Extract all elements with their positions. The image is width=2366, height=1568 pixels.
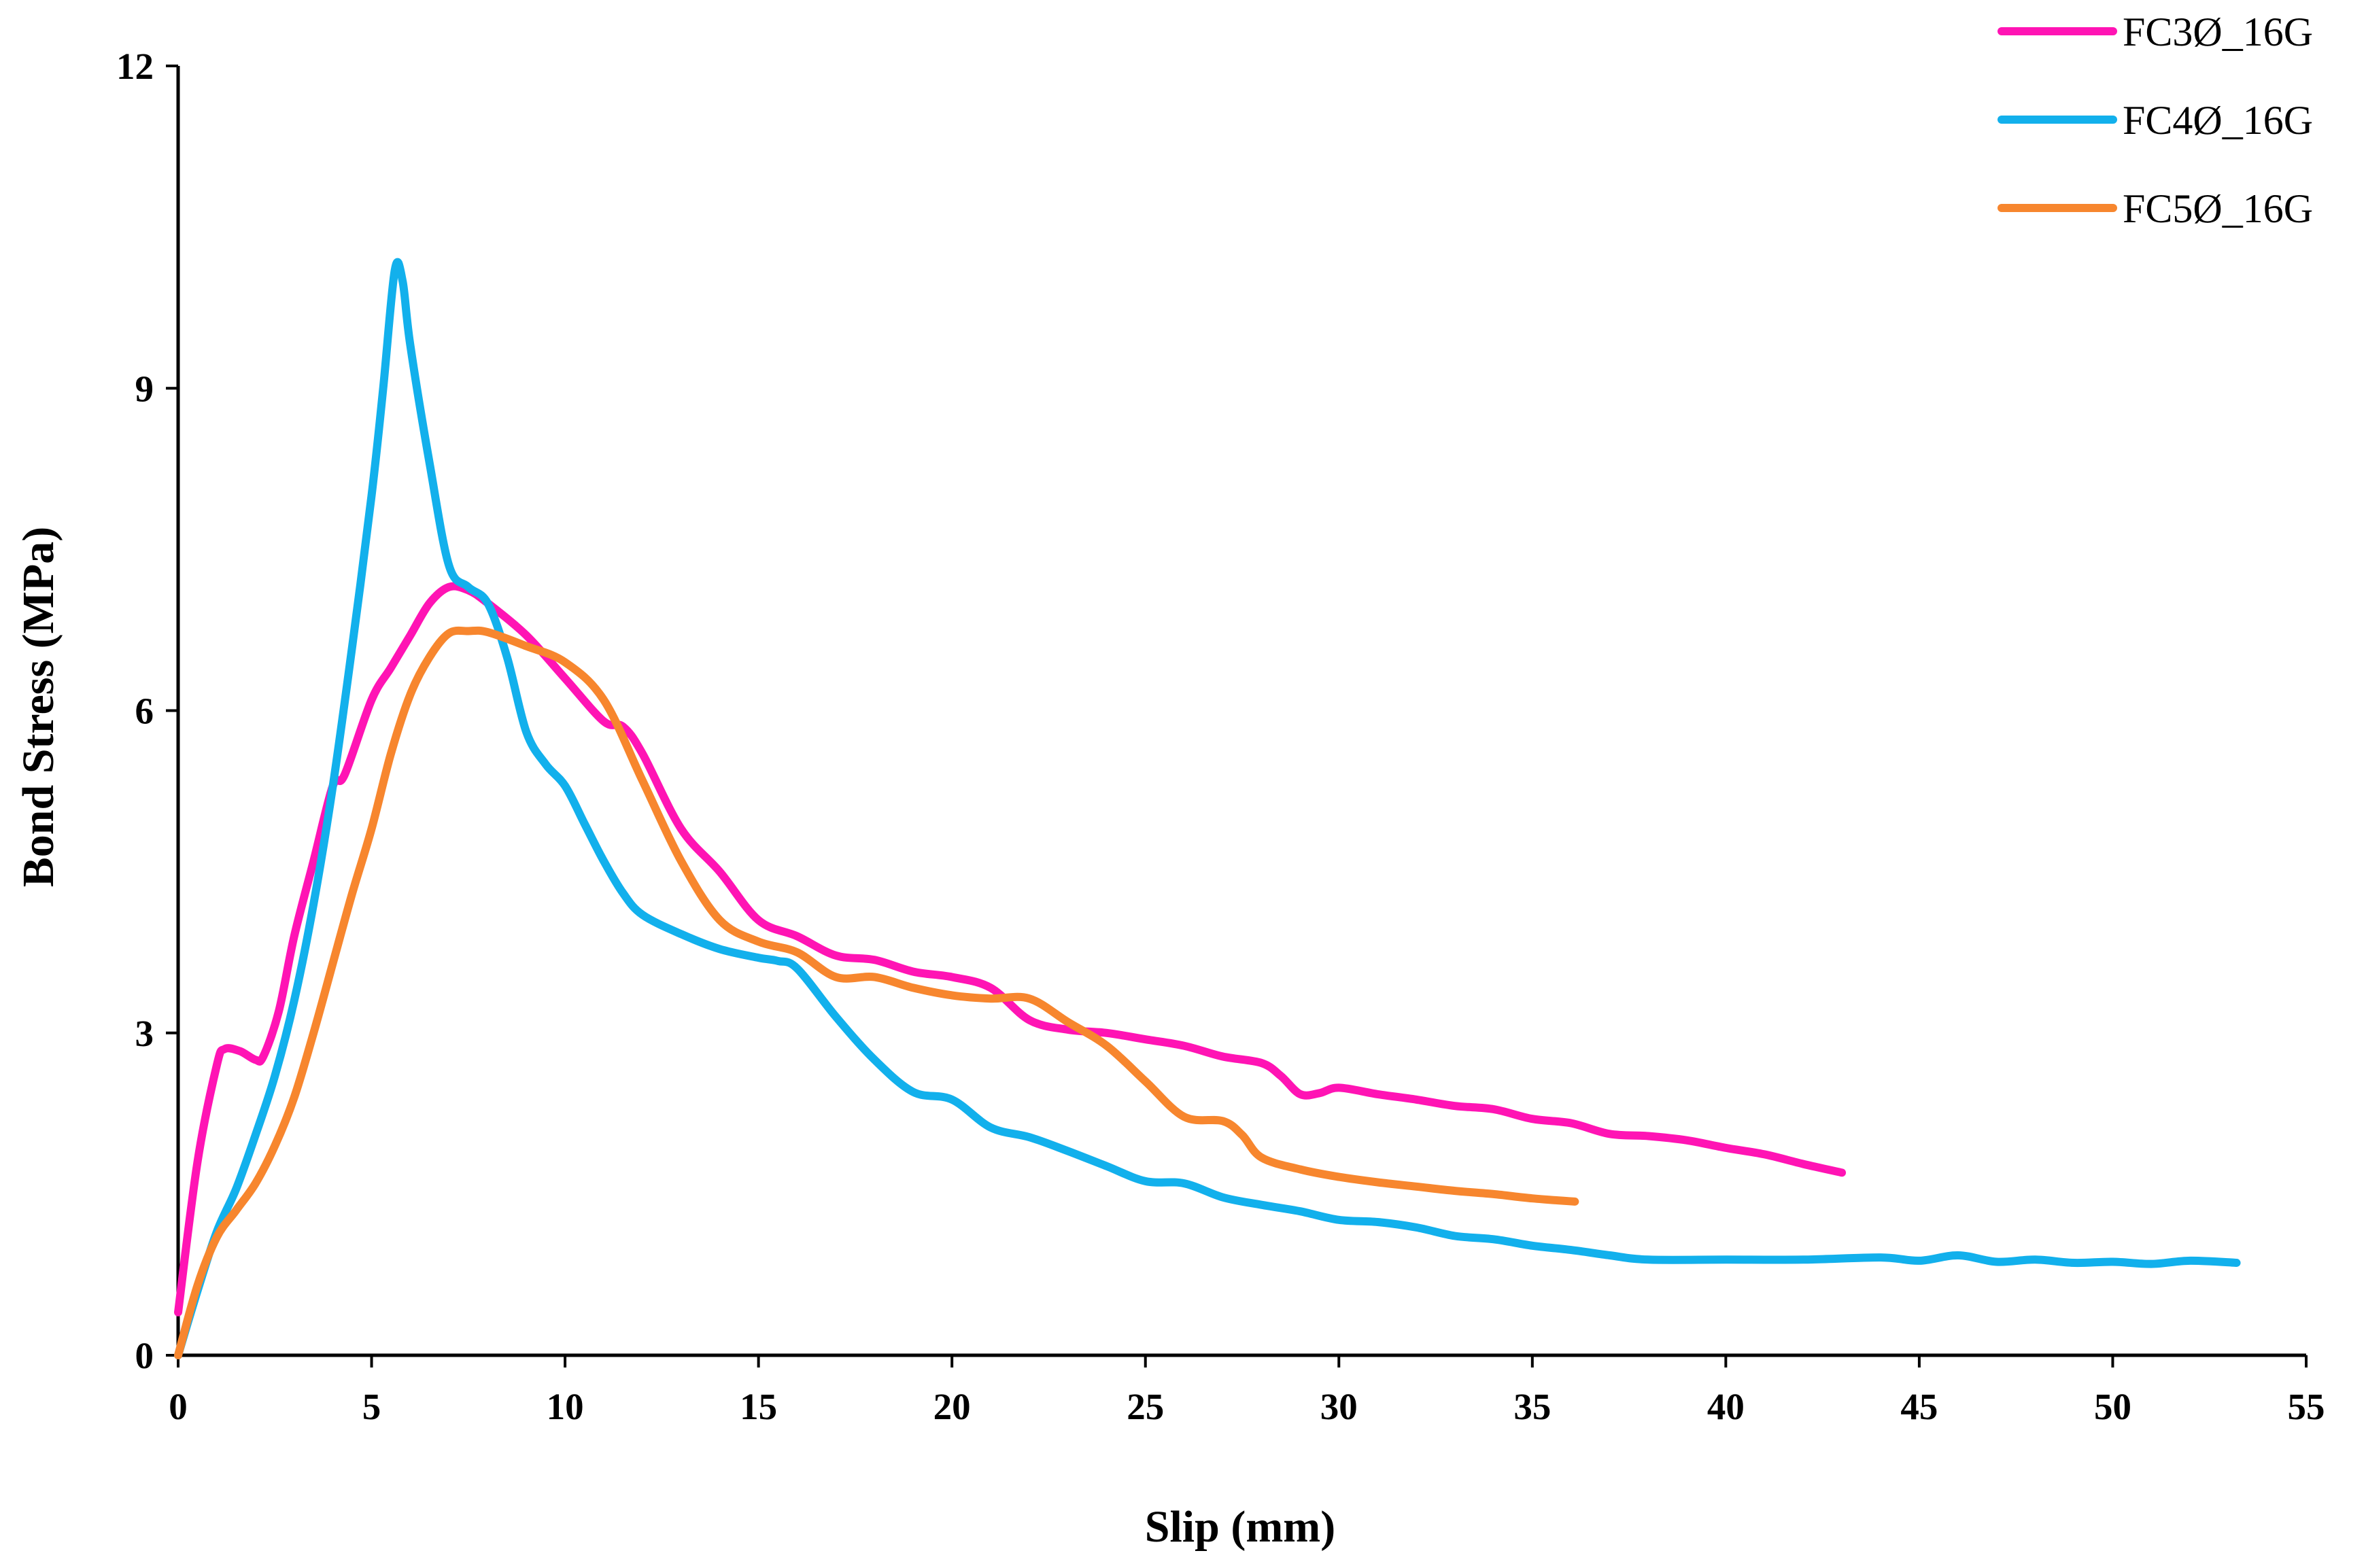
- x-tick-label: 0: [169, 1386, 188, 1427]
- y-tick-label: 12: [116, 46, 154, 87]
- x-tick-label: 50: [2094, 1386, 2131, 1427]
- x-tick-label: 35: [1513, 1386, 1551, 1427]
- x-tick-label: 5: [362, 1386, 381, 1427]
- legend-label: FC3Ø_16G: [2123, 10, 2313, 54]
- y-tick-label: 6: [135, 691, 154, 732]
- x-tick-label: 10: [547, 1386, 584, 1427]
- axes: [176, 66, 2306, 1357]
- x-tick-label: 15: [740, 1386, 777, 1427]
- x-tick-label: 55: [2288, 1386, 2325, 1427]
- x-tick-label: 30: [1320, 1386, 1358, 1427]
- y-tick-label: 3: [135, 1013, 154, 1054]
- x-tick-label: 25: [1127, 1386, 1164, 1427]
- y-axis-title: Bond Stress (MPa): [14, 527, 63, 887]
- legend-label: FC5Ø_16G: [2123, 186, 2313, 231]
- series-line-3: [174, 626, 1579, 1359]
- series-line-1: [174, 582, 1847, 1317]
- y-ticks: 0 3 6 9 12: [116, 46, 178, 1376]
- series-line-2: [174, 258, 2241, 1359]
- x-tick-label: 40: [1707, 1386, 1745, 1427]
- x-tick-label: 45: [1900, 1386, 1938, 1427]
- legend-label: FC4Ø_16G: [2123, 98, 2313, 143]
- x-axis-title: Slip (mm): [1145, 1502, 1336, 1552]
- x-tick-label: 20: [933, 1386, 971, 1427]
- x-ticks: 0 5 10 15 20 25 30 35 40 45 50 55: [169, 1355, 2325, 1427]
- y-tick-label: 9: [135, 368, 154, 409]
- y-tick-label: 0: [135, 1335, 154, 1376]
- legend: FC3Ø_16G FC4Ø_16G FC5Ø_16G: [1998, 10, 2313, 231]
- series: [174, 258, 2241, 1359]
